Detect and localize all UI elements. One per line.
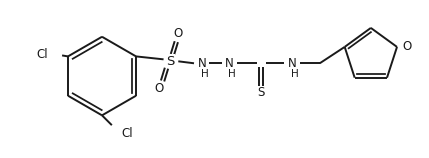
- Text: O: O: [174, 27, 183, 40]
- Text: Cl: Cl: [122, 127, 133, 140]
- Text: H: H: [229, 69, 236, 79]
- Text: Cl: Cl: [37, 48, 48, 61]
- Text: S: S: [257, 86, 265, 99]
- Text: H: H: [201, 69, 208, 79]
- Text: S: S: [166, 55, 175, 68]
- Text: N: N: [197, 57, 206, 70]
- Text: N: N: [225, 57, 234, 70]
- Text: O: O: [402, 40, 411, 53]
- Text: N: N: [288, 57, 296, 70]
- Text: O: O: [154, 82, 163, 95]
- Text: H: H: [291, 69, 299, 79]
